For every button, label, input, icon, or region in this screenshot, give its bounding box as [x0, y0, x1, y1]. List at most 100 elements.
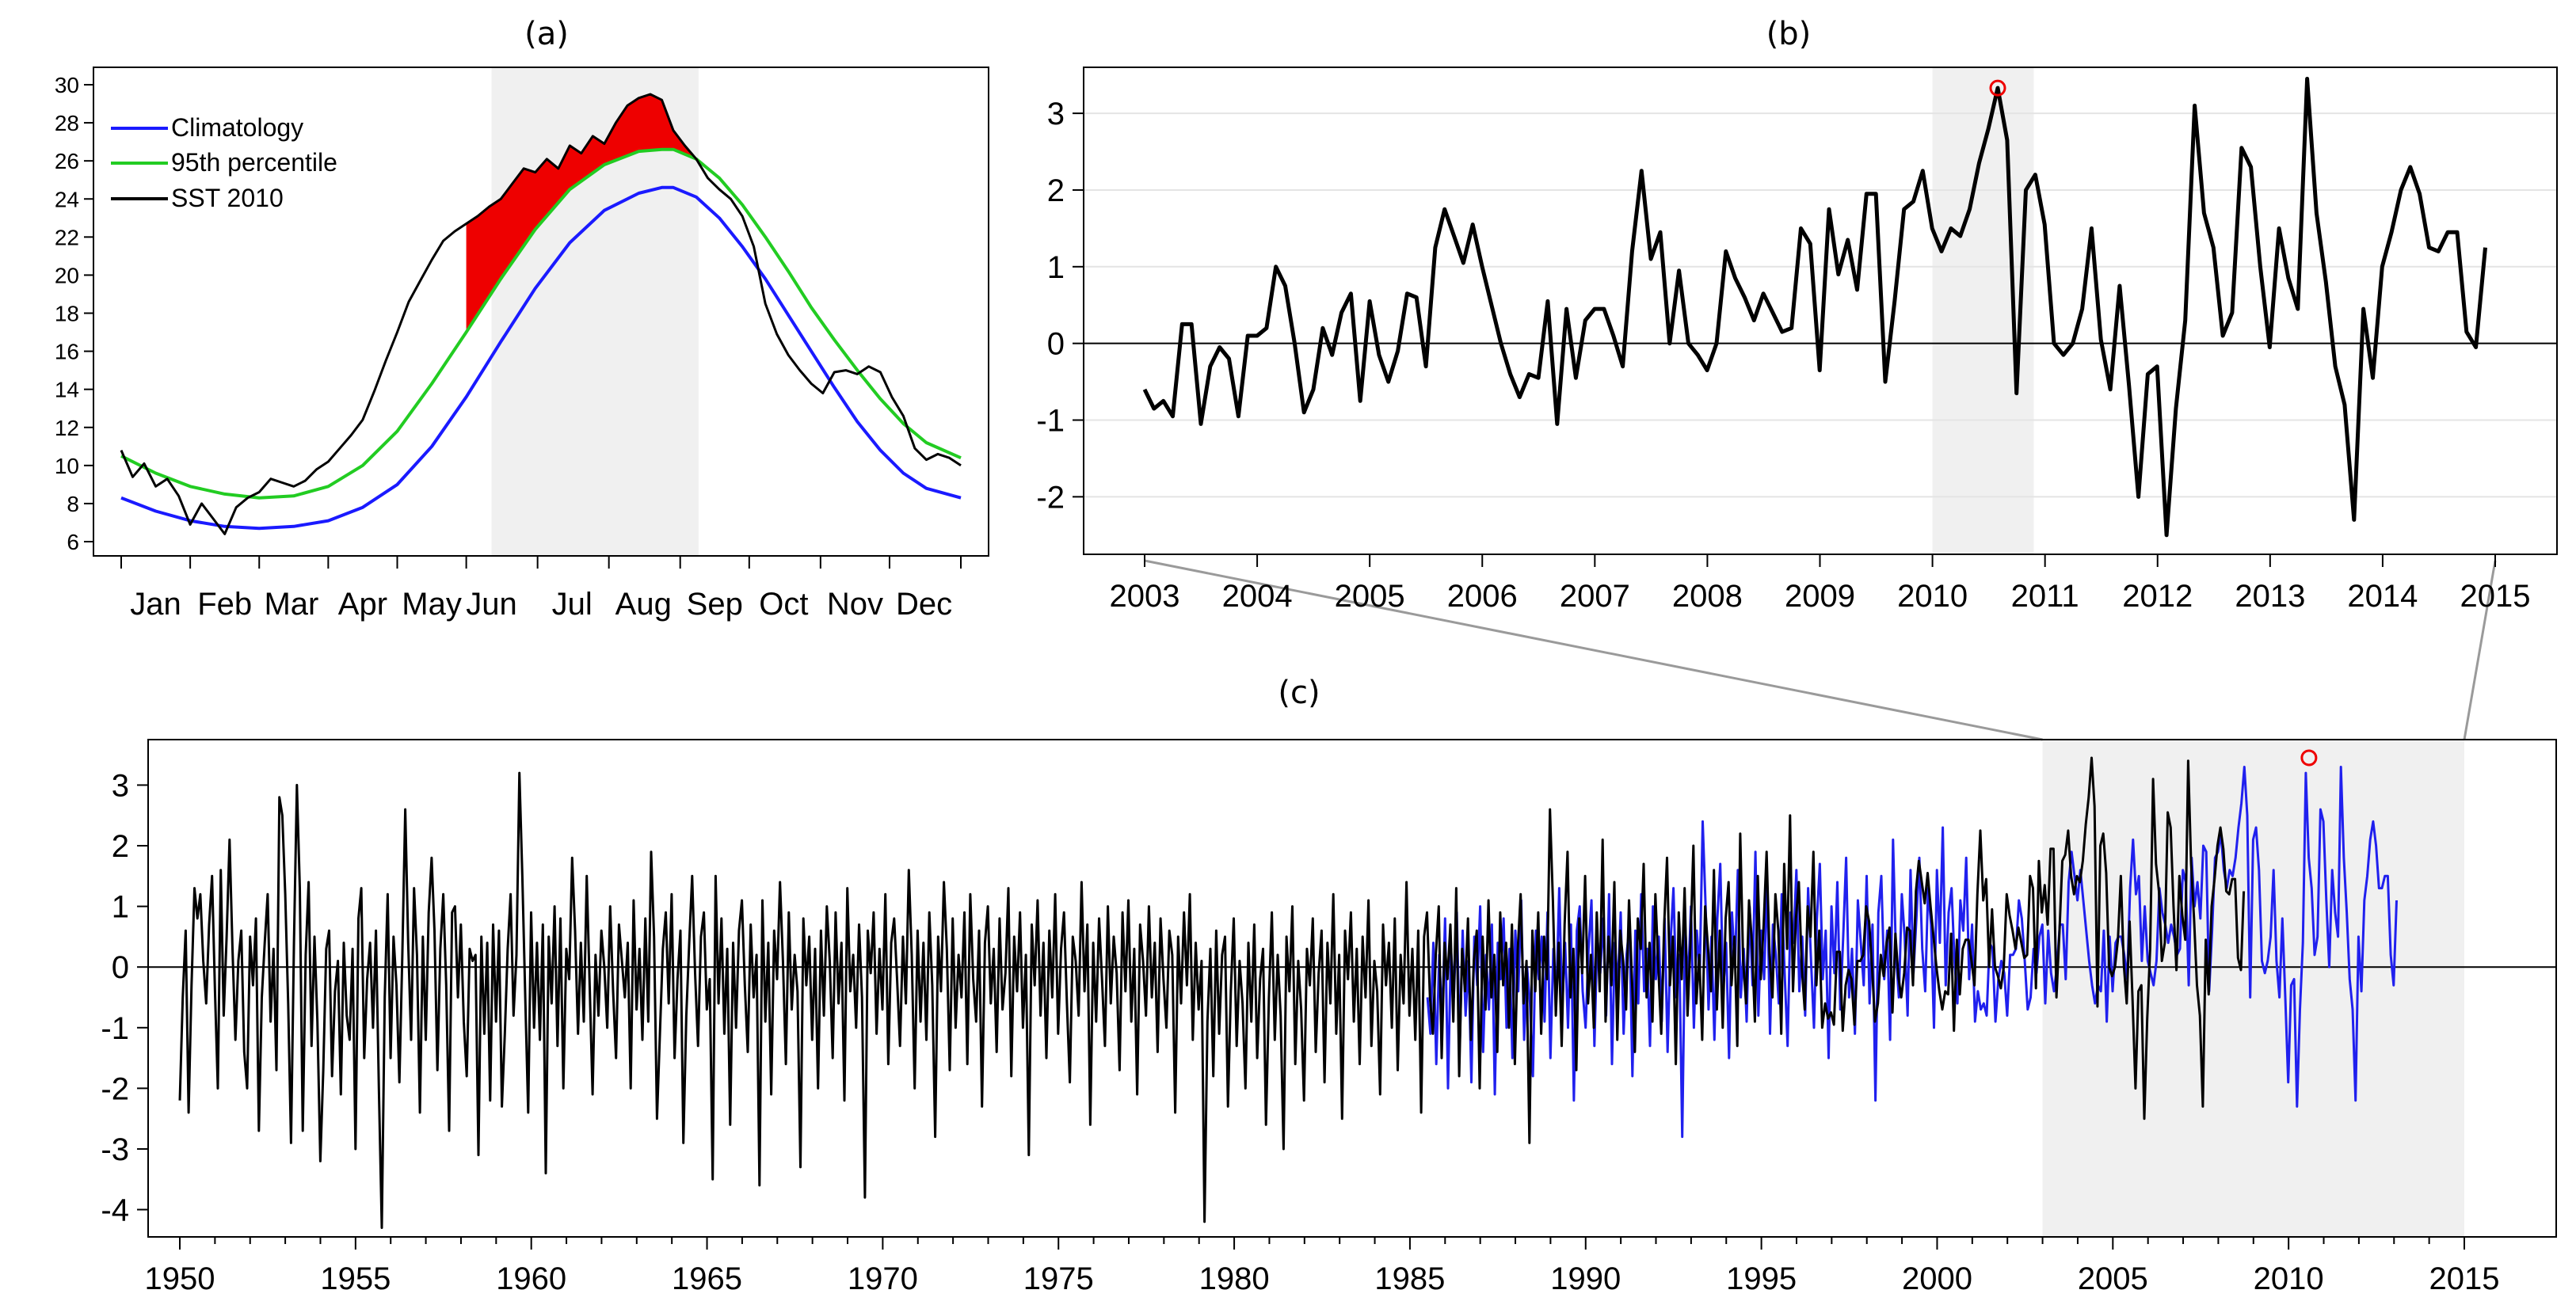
a-ytick-label: 28	[55, 111, 79, 135]
zoom-connector-lines	[1144, 559, 2497, 741]
connector-left	[1144, 559, 2043, 741]
c-ytick-label: -4	[101, 1193, 129, 1228]
c-xtick-label: 1995	[1726, 1261, 1797, 1296]
b-xtick-label: 2004	[1222, 579, 1293, 614]
a-ytick-label: 8	[67, 492, 79, 516]
panel-c-peak-marker	[2300, 749, 2318, 767]
climatology-line	[120, 185, 962, 531]
b-xtick-label: 2013	[2235, 579, 2305, 614]
b-ytick-label: 0	[1047, 327, 1065, 362]
panel-b-title: (b)	[1766, 16, 1812, 52]
panel-a-x-axis: Jan Feb Mar Apr May Jun Jul Aug Sep Oct Nov Dec	[120, 556, 962, 622]
a-ytick-label: 12	[55, 416, 79, 440]
c-ytick-label: 2	[112, 829, 129, 864]
a-month-label: Jan	[130, 587, 181, 622]
c-xtick-label: 2010	[2254, 1261, 2324, 1296]
a-ytick-label: 6	[67, 530, 79, 554]
panel-a-y-axis: 6 8 10 12 14 16 18 20 22 24 26 28 30	[55, 73, 93, 554]
a-month-label: Dec	[896, 587, 952, 622]
c-xtick-label: 2000	[1902, 1261, 1972, 1296]
c-ytick-label: -2	[101, 1071, 129, 1106]
a-month-label: Sep	[687, 587, 743, 622]
heatwave-area	[466, 94, 695, 333]
legend-percentile-label: 95th percentile	[171, 148, 337, 177]
panel-b-plot-frame	[1083, 67, 2558, 555]
a-month-label: Oct	[759, 587, 808, 622]
a-ytick-label: 30	[55, 73, 79, 97]
c-xtick-label: 1965	[672, 1261, 742, 1296]
a-ytick-label: 16	[55, 340, 79, 364]
a-ytick-label: 24	[55, 187, 79, 211]
c-ytick-label: 0	[112, 950, 129, 985]
a-month-label: Nov	[827, 587, 883, 622]
panel-a-title: (a)	[524, 16, 569, 52]
a-month-label: Jun	[466, 587, 517, 622]
a-ytick-label: 22	[55, 225, 79, 249]
a-month-label: Mar	[264, 587, 318, 622]
a-month-label: Feb	[197, 587, 252, 622]
panel-c-title: (c)	[1278, 675, 1320, 711]
sst-2010-line	[120, 93, 962, 535]
panel-c-plot-frame	[147, 739, 2557, 1238]
panel-a-heatwave-fill	[466, 94, 695, 333]
a-month-label: Jul	[552, 587, 593, 622]
panel-c-y-axis: -4 -3 -2 -1 0 1 2 3	[101, 768, 148, 1228]
b-xtick-label: 2014	[2347, 579, 2418, 614]
b-xtick-label: 2008	[1672, 579, 1743, 614]
c-xtick-label: 1990	[1550, 1261, 1621, 1296]
a-ytick-label: 14	[55, 378, 79, 402]
b-xtick-label: 2009	[1785, 579, 1855, 614]
b-xtick-label: 2007	[1560, 579, 1630, 614]
panel-a: (a) 6 8 10 12 14 16 18 20 22 24 26 28 30 Jan Feb Mar Ap…	[55, 16, 989, 622]
panel-b-x-axis: 2003 2004 2005 2006 2007 2008 2009 2010 2011 2012…	[1110, 554, 2531, 614]
c-ytick-label: 1	[112, 890, 129, 925]
a-month-label: May	[402, 587, 462, 622]
c-xtick-label: 1950	[145, 1261, 215, 1296]
c-xtick-label: 2015	[2429, 1261, 2500, 1296]
panel-b-peak-marker	[1989, 79, 2006, 97]
panel-b-y-axis: -2 -1 0 1 2 3	[1036, 97, 1084, 515]
a-month-label: Apr	[338, 587, 387, 622]
connector-right	[2463, 560, 2497, 740]
percentile-line	[120, 147, 962, 500]
panel-a-lines	[120, 93, 962, 535]
a-ytick-label: 18	[55, 302, 79, 326]
panel-c: (c) -4 -3 -2 -1 0 1 2 3 1950 1955 1960 1965 1970 197…	[101, 675, 2557, 1296]
b-xtick-label: 2010	[1897, 579, 1968, 614]
a-ytick-label: 26	[55, 149, 79, 173]
b-ytick-label: 3	[1047, 97, 1065, 131]
legend-climatology-label: Climatology	[171, 113, 303, 142]
b-xtick-label: 2005	[1335, 579, 1405, 614]
c-xtick-label: 1975	[1023, 1261, 1094, 1296]
panel-a-plot-frame	[93, 67, 989, 557]
panel-c-lines	[178, 756, 2398, 1229]
b-ytick-label: -1	[1036, 404, 1065, 439]
c-xtick-label: 1970	[848, 1261, 918, 1296]
panel-a-legend: Climatology 95th percentile SST 2010	[111, 113, 337, 212]
panel-b-gridlines	[1084, 112, 2557, 498]
c-ytick-label: -1	[101, 1011, 129, 1046]
b-ytick-label: -2	[1036, 480, 1065, 515]
c-xtick-label: 1955	[320, 1261, 391, 1296]
panel-c-x-axis: 1950 1955 1960 1965 1970 1975 1980 1985 1990 1995…	[145, 1237, 2500, 1296]
c-xtick-label: 1960	[496, 1261, 566, 1296]
c-blue-anomaly-line	[1426, 766, 2398, 1139]
panel-b-lines	[1142, 77, 2487, 538]
c-ytick-label: -3	[101, 1132, 129, 1167]
a-ytick-label: 20	[55, 263, 79, 287]
a-month-label: Aug	[615, 587, 672, 622]
b-xtick-label: 2011	[2011, 579, 2079, 614]
b-ytick-label: 2	[1047, 173, 1065, 208]
c-ytick-label: 3	[112, 768, 129, 803]
c-xtick-label: 1985	[1374, 1261, 1445, 1296]
c-xtick-label: 1980	[1199, 1261, 1270, 1296]
c-black-anomaly-line	[178, 756, 2246, 1229]
b-xtick-label: 2003	[1110, 579, 1180, 614]
b-xtick-label: 2012	[2122, 579, 2193, 614]
c-xtick-label: 2005	[2078, 1261, 2148, 1296]
a-ytick-label: 10	[55, 454, 79, 478]
b-xtick-label: 2015	[2460, 579, 2531, 614]
b-ytick-label: 1	[1047, 250, 1065, 285]
